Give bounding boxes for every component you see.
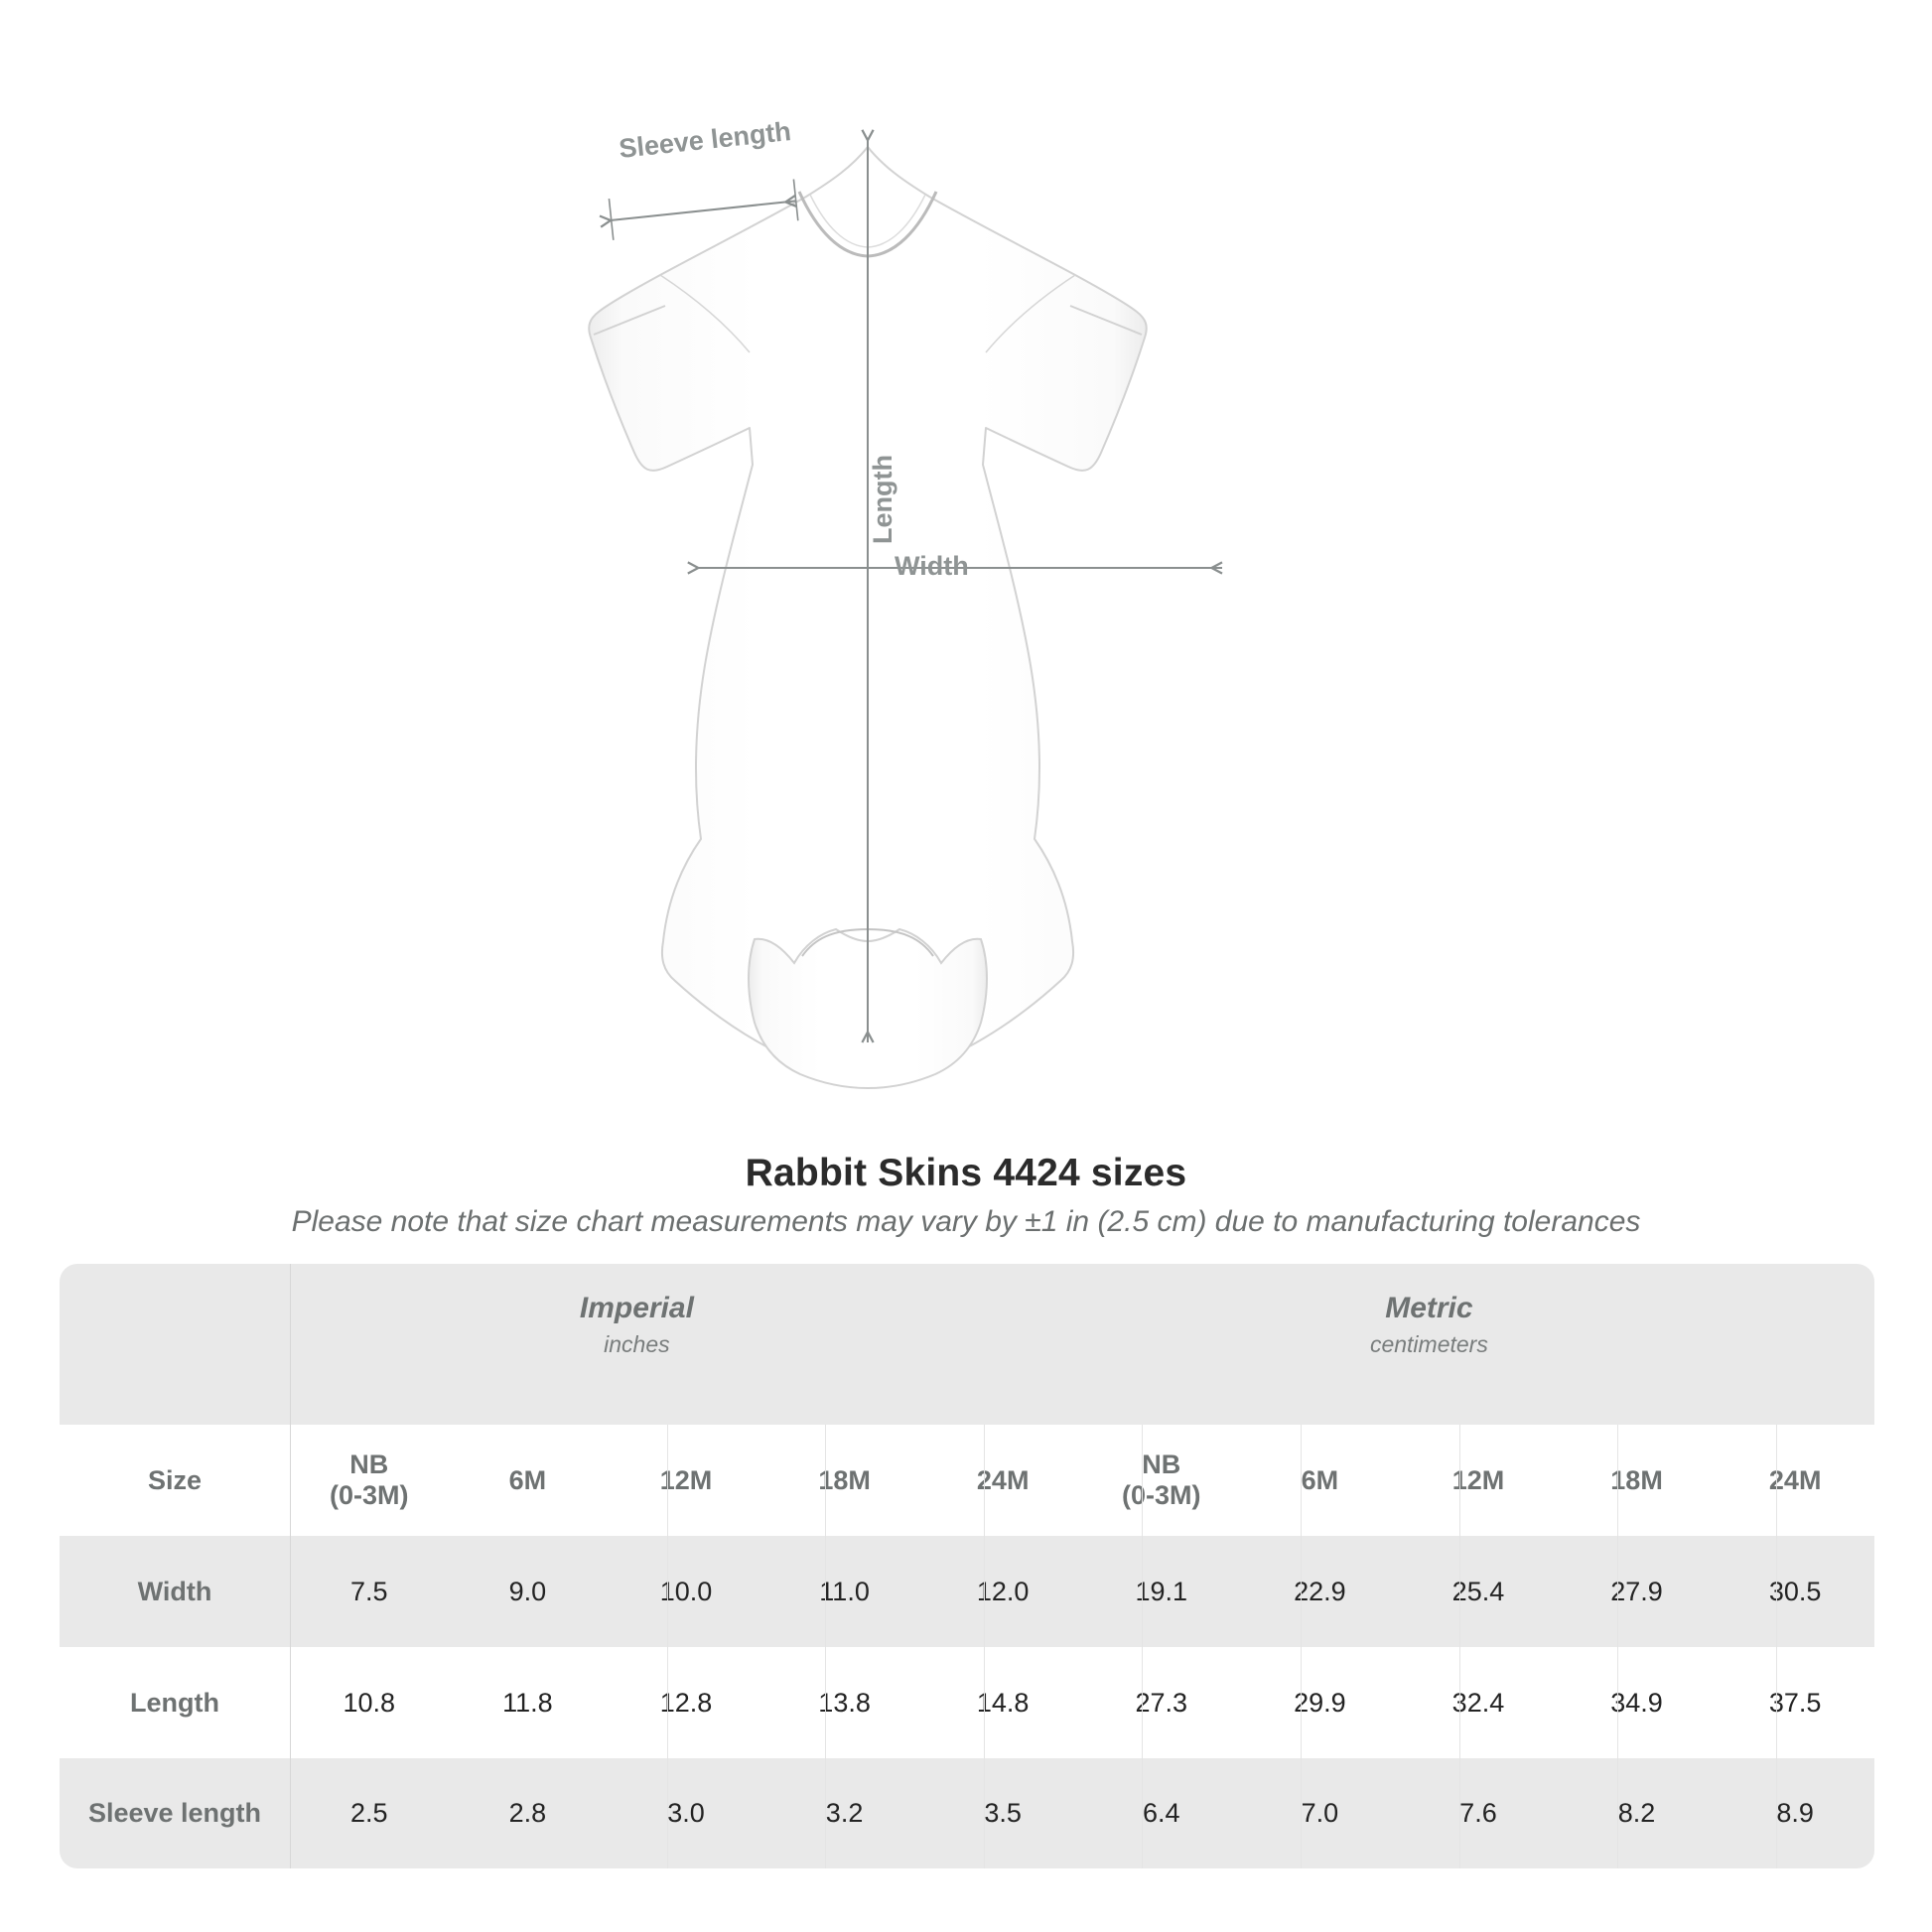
svg-text:Width: Width [895,551,969,581]
svg-text:Sleeve length: Sleeve length [618,116,792,164]
svg-text:Length: Length [868,455,897,544]
